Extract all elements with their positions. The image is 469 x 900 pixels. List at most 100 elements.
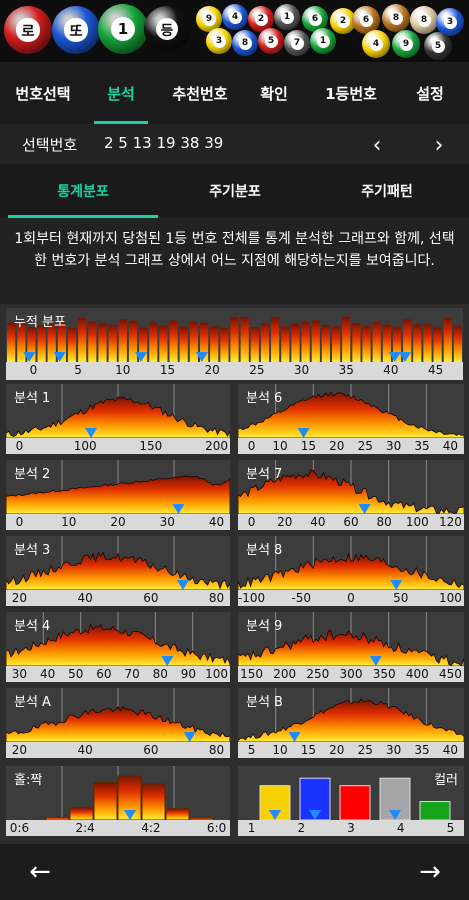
panel-a6: 분석 6: [238, 384, 464, 438]
axis-tick-label: 60: [96, 667, 112, 681]
axis-tick-label: 100: [405, 515, 429, 529]
selected-number-marker: [176, 580, 189, 590]
selected-number-marker: [172, 504, 185, 514]
axis-tick-label: 45: [427, 363, 444, 377]
axis-tick-label: 35: [338, 363, 354, 377]
cumulative-bar: [332, 326, 341, 362]
panel-axis-a7: 0 20 40 60 80 100 120: [238, 514, 464, 530]
panel-aB: 분석 B: [238, 688, 464, 742]
previous-page-button[interactable]: ←: [29, 857, 51, 887]
axis-tick-label: 0: [347, 591, 355, 605]
lotto-ball: 6: [352, 6, 380, 34]
axis-tick-label: 120: [438, 515, 462, 529]
axis-tick-label: 0: [29, 363, 38, 377]
color-bar: [419, 801, 451, 820]
cumulative-bar: [149, 322, 158, 362]
cumulative-bar: [210, 326, 219, 362]
selected-numbers-label: 선택번호: [22, 136, 78, 154]
selected-number-marker: [309, 810, 321, 820]
cumulative-bar: [453, 325, 462, 362]
cumulative-bar: [17, 321, 26, 362]
axis-tick-label: 2: [297, 821, 306, 835]
brand-ball-label: 1: [111, 17, 135, 41]
axis-tick-label: 80: [208, 591, 225, 605]
lotto-ball-number: 8: [238, 36, 252, 50]
subtab-cycle-distribution[interactable]: 주기분포: [209, 184, 261, 200]
axis-tick-label: 30: [11, 667, 28, 681]
panel-axis-a8: -100 -50 0 50 100: [238, 590, 464, 606]
brand-ball-label: 등: [155, 17, 179, 41]
distribution-area: [238, 391, 464, 438]
tab-check[interactable]: 확인: [260, 84, 288, 103]
axis-tick-label: 40: [310, 515, 326, 529]
cumulative-bar: [27, 327, 36, 362]
panel-axis-a1: 0 100 150 200: [6, 438, 230, 454]
panel-title: 분석 3: [14, 543, 51, 558]
distribution-area: [238, 698, 464, 742]
next-page-button[interactable]: →: [419, 857, 441, 887]
cumulative-bar: [433, 327, 442, 362]
cumulative-bar: [88, 321, 97, 362]
axis-tick-label: 1: [247, 821, 256, 835]
cumulative-bar: [372, 322, 381, 362]
cumulative-bar: [362, 325, 371, 362]
tab-recommend[interactable]: 추천번호: [172, 84, 228, 103]
axis-tick-label: 50: [393, 591, 409, 605]
cumulative-bar: [108, 325, 117, 362]
bottom-navigation: ← →: [0, 844, 469, 900]
axis-tick-label: 0: [15, 515, 24, 529]
prev-selection-button[interactable]: ‹: [372, 132, 382, 158]
cumulative-bar: [240, 317, 249, 362]
tab-analysis[interactable]: 분석: [88, 62, 154, 124]
axis-tick-label: 400: [405, 667, 429, 681]
subtab-statistical-distribution[interactable]: 통계분포: [8, 164, 158, 218]
selected-number-marker: [124, 810, 136, 820]
cumulative-bar: [423, 324, 432, 362]
panel-title: 분석 2: [14, 467, 51, 482]
panel-title: 누적 분포: [14, 315, 66, 330]
cumulative-bar: [382, 324, 391, 362]
panel-title: 분석 9: [246, 619, 283, 634]
brand-ball-label: 로: [16, 18, 40, 42]
panel-a2: 분석 2: [6, 460, 230, 514]
axis-tick-label: 35: [414, 743, 430, 757]
description-text: 1회부터 현재까지 당첨된 1등 번호 전체를 통계 분석한 그래프와 함께, …: [0, 218, 469, 304]
lotto-ball-number: 4: [369, 37, 383, 51]
axis-tick-label: 40: [442, 439, 459, 453]
selected-number-marker: [269, 810, 281, 820]
cumulative-bar: [189, 321, 198, 362]
axis-tick-label: 3: [347, 821, 355, 835]
cumulative-bar: [37, 325, 46, 362]
tab-settings[interactable]: 설정: [416, 84, 444, 103]
axis-tick-label: 40: [208, 515, 225, 529]
brand-ball-2: 또: [52, 6, 100, 54]
subtab-cycle-pattern[interactable]: 주기패턴: [361, 184, 413, 200]
lotto-ball: 5: [258, 28, 284, 54]
axis-tick-label: 60: [143, 743, 159, 757]
selected-numbers-bar: 선택번호 2 5 13 19 38 39 ‹ ›: [0, 124, 469, 164]
next-selection-button[interactable]: ›: [434, 132, 444, 158]
panel-aA: 분석 A: [6, 688, 230, 742]
lotto-ball-number: 7: [290, 36, 304, 50]
axis-tick-label: 300: [339, 667, 363, 681]
color-bar: [339, 785, 371, 820]
lotto-ball-number: 1: [316, 34, 330, 48]
cumulative-bar: [271, 317, 280, 362]
lotto-ball-number: 6: [359, 13, 373, 27]
panel-a8: 분석 8: [238, 536, 464, 590]
panel-axis-aA: 20 40 60 80: [6, 742, 230, 758]
lotto-ball-number: 2: [336, 14, 350, 28]
panel-cumulative: 누적 분포: [6, 308, 463, 362]
axis-tick-label: 50: [68, 667, 84, 681]
lotto-ball-number: 9: [202, 12, 216, 26]
selected-number-marker: [195, 352, 208, 362]
axis-tick-label: 450: [438, 667, 462, 681]
axis-tick-label: 25: [249, 363, 265, 377]
tab-first-prize[interactable]: 1등번호: [325, 84, 377, 103]
selected-numbers-value: 2 5 13 19 38 39: [104, 134, 224, 152]
axis-tick-label: 30: [293, 363, 310, 377]
cumulative-bar: [230, 317, 239, 362]
cumulative-bar: [47, 323, 56, 362]
axis-tick-label: 0: [247, 439, 256, 453]
tab-number-select[interactable]: 번호선택: [15, 84, 71, 103]
